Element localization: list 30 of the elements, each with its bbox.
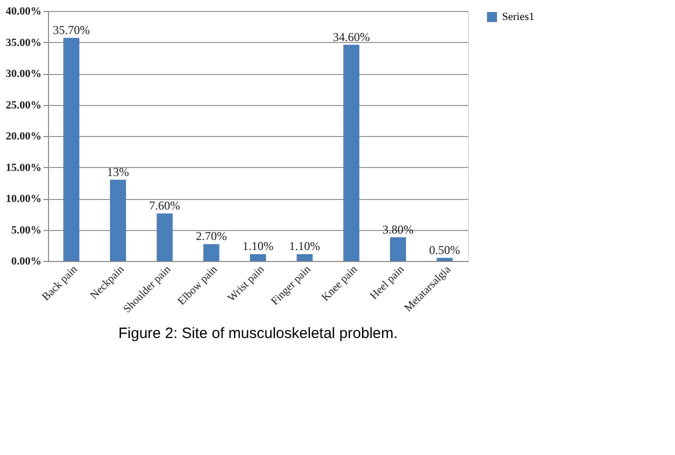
- bar: [110, 180, 126, 261]
- caption: Figure 2: Site of musculoskeletal problem.: [118, 325, 398, 342]
- y-tick-label: 0.00%: [11, 256, 42, 268]
- bar: [390, 237, 406, 261]
- bar: [63, 38, 80, 261]
- data-label: 1.10%: [242, 239, 274, 254]
- y-tick-label: 30.00%: [6, 68, 42, 80]
- y-tick-label: 15.00%: [6, 162, 42, 174]
- y-tick-label: 5.00%: [11, 224, 42, 236]
- data-label: 1.10%: [289, 239, 320, 254]
- bar: [203, 244, 220, 261]
- bar: [250, 254, 266, 261]
- y-tick-label: 40.00%: [6, 6, 42, 18]
- data-label: 7.60%: [149, 198, 180, 212]
- bar: [296, 254, 313, 261]
- bar: [343, 44, 360, 261]
- data-label: 2.70%: [196, 229, 227, 244]
- data-label: 0.50%: [429, 242, 460, 257]
- y-tick-label: 35.00%: [6, 36, 42, 49]
- data-label: 13%: [107, 164, 129, 179]
- data-label: 35.70%: [52, 22, 90, 37]
- data-label: 34.60%: [332, 30, 370, 44]
- x-tick-label: Wrist pain: [226, 263, 267, 304]
- legend-label: Series1: [502, 11, 534, 23]
- y-tick-label: 10.00%: [6, 193, 42, 205]
- bar: [156, 214, 173, 261]
- y-tick-label: 25.00%: [6, 99, 42, 112]
- data-label: 3.80%: [382, 222, 414, 236]
- bar: [436, 258, 453, 261]
- y-tick-label: 20.00%: [6, 130, 42, 142]
